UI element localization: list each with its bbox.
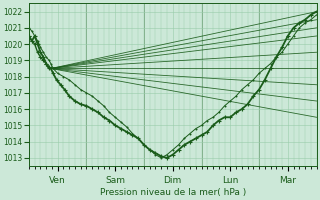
X-axis label: Pression niveau de la mer( hPa ): Pression niveau de la mer( hPa )	[100, 188, 246, 197]
